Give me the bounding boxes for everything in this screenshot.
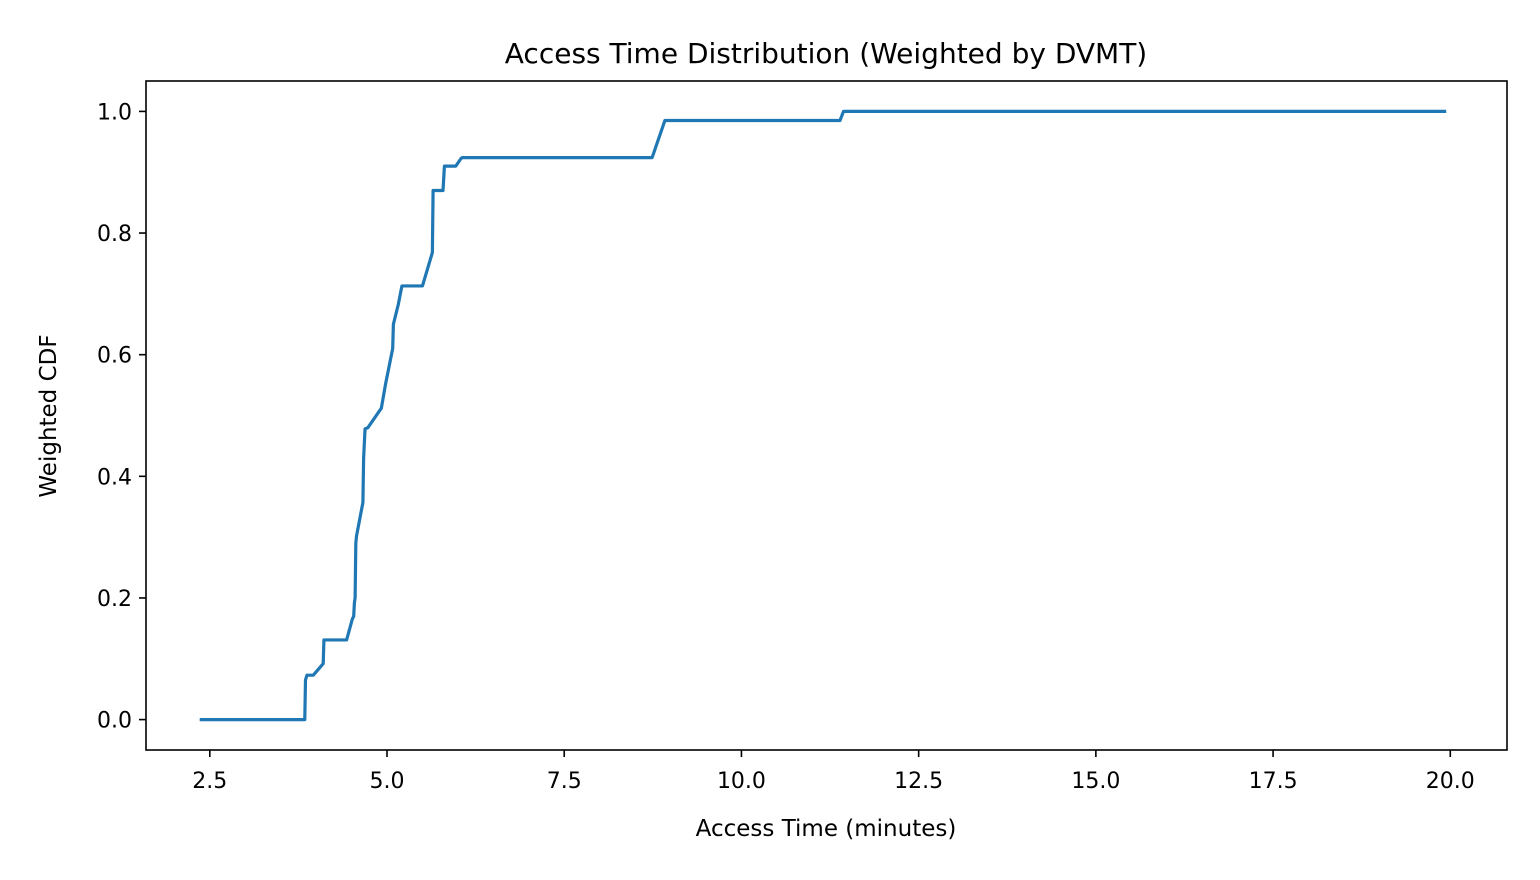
- x-tick-label: 17.5: [1249, 769, 1298, 794]
- y-tick-label: 0.8: [97, 222, 132, 247]
- x-axis-label: Access Time (minutes): [696, 816, 957, 842]
- x-tick-label: 15.0: [1071, 769, 1120, 794]
- y-axis-label: Weighted CDF: [36, 334, 62, 497]
- y-tick-label: 1.0: [97, 100, 132, 125]
- axes-frame: [145, 80, 1508, 751]
- y-tick-label: 0.2: [97, 587, 132, 612]
- x-tick-label: 10.0: [717, 769, 766, 794]
- chart-title: Access Time Distribution (Weighted by DV…: [505, 37, 1147, 70]
- plot-area: [199, 109, 1447, 722]
- x-tick-label: 5.0: [370, 769, 405, 794]
- x-tick-label: 12.5: [894, 769, 943, 794]
- y-tick-label: 0.6: [97, 344, 132, 369]
- y-axis-ticks: 0.0 0.2 0.4 0.6 0.8 1.0: [97, 100, 146, 734]
- y-tick-label: 0.4: [97, 465, 132, 490]
- y-tick-label: 0.0: [97, 709, 132, 734]
- x-tick-label: 7.5: [547, 769, 582, 794]
- x-tick-label: 20.0: [1426, 769, 1475, 794]
- x-tick-label: 2.5: [192, 769, 227, 794]
- x-axis-ticks: 2.5 5.0 7.5 10.0 12.5 15.0 17.5 20.0: [192, 750, 1475, 794]
- cdf-series-line: [199, 109, 1447, 722]
